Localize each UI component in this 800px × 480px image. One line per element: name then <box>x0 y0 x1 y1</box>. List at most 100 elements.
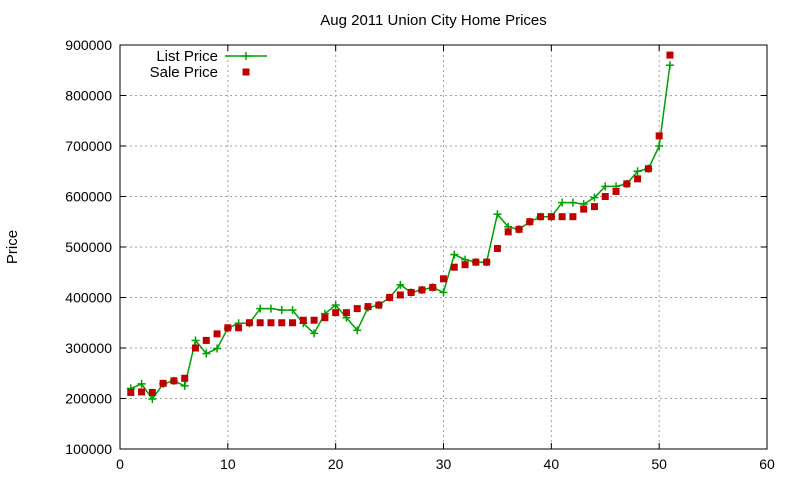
list-price-point <box>665 61 674 70</box>
legend-label: List Price <box>156 48 218 65</box>
y-tick-label: 300000 <box>65 340 112 356</box>
y-tick-label: 900000 <box>65 37 112 53</box>
y-tick-label: 600000 <box>65 189 112 205</box>
list-price-point <box>180 381 189 390</box>
sale-price-point <box>590 203 598 211</box>
sale-price-point <box>386 294 394 301</box>
x-tick-label: 10 <box>220 456 236 472</box>
sale-price-point <box>483 258 491 266</box>
x-tick-label: 30 <box>436 456 452 472</box>
sale-price-point <box>181 374 189 382</box>
sale-price-point <box>407 288 415 296</box>
sale-price-point <box>623 180 631 188</box>
sale-price-point <box>310 316 318 324</box>
sale-price-point <box>364 303 372 311</box>
sale-price-point <box>202 336 210 344</box>
list-price-point <box>202 349 211 358</box>
list-price-point <box>439 288 448 297</box>
sale-price-point <box>224 324 232 332</box>
x-tick-label: 0 <box>116 456 124 472</box>
sale-price-point <box>235 324 243 332</box>
sale-price-point <box>170 377 178 385</box>
sale-price-point <box>127 388 135 396</box>
sale-price-point <box>450 263 458 271</box>
data-series <box>126 51 674 404</box>
sale-price-point <box>601 193 609 200</box>
x-tick-label: 50 <box>651 456 667 472</box>
x-tick-label: 40 <box>544 456 560 472</box>
y-axis-label: Price <box>4 230 21 264</box>
sale-price-point <box>655 132 663 140</box>
sale-price-point <box>569 213 577 221</box>
sale-price-point <box>321 314 329 322</box>
sale-price-point <box>256 319 264 327</box>
series-sale-price <box>127 51 674 396</box>
list-price-point <box>633 167 642 176</box>
list-price-point <box>277 306 286 315</box>
chart-title: Aug 2011 Union City Home Prices <box>320 12 547 29</box>
sale-price-point <box>526 218 534 226</box>
list-price-point <box>601 182 610 191</box>
list-price-point <box>148 395 157 404</box>
list-price-point <box>266 304 275 313</box>
list-price-point <box>137 379 146 388</box>
sale-price-point <box>440 275 447 283</box>
list-price-point <box>590 193 599 202</box>
sale-price-point <box>558 213 566 221</box>
list-price-point <box>288 306 297 315</box>
sale-price-point <box>353 305 361 313</box>
list-price-point <box>493 210 502 219</box>
list-price-point <box>331 301 340 310</box>
sale-price-point <box>634 175 642 183</box>
y-tick-label: 400000 <box>65 290 112 306</box>
sale-price-point <box>267 319 275 327</box>
y-tick-label: 200000 <box>65 391 112 407</box>
legend-marker <box>242 68 250 76</box>
y-tick-label: 700000 <box>65 138 112 154</box>
list-price-point <box>450 250 459 259</box>
x-tick-label: 20 <box>328 456 344 472</box>
sale-price-point <box>148 388 156 396</box>
sale-price-point <box>644 165 652 173</box>
sale-price-point <box>472 258 480 266</box>
list-price-point <box>353 326 362 335</box>
sale-price-point <box>429 283 437 291</box>
sale-price-point <box>418 286 426 294</box>
y-tick-label: 500000 <box>65 239 112 255</box>
list-price-point <box>213 344 222 353</box>
sale-price-point <box>375 301 383 309</box>
x-tick-label: 60 <box>759 456 775 472</box>
sale-price-point <box>537 213 545 221</box>
sale-price-point <box>515 225 523 233</box>
legend-label: Sale Price <box>150 64 218 81</box>
sale-price-point <box>159 379 167 387</box>
grid-lines <box>120 45 767 449</box>
sale-price-point <box>396 291 404 299</box>
list-price-point <box>558 198 567 207</box>
sale-price-point <box>493 245 501 253</box>
list-price-point <box>655 142 664 150</box>
sale-price-point <box>191 344 199 352</box>
list-price-point <box>256 304 265 313</box>
sale-price-point <box>245 319 253 327</box>
sale-price-point <box>299 316 307 324</box>
sale-price-point <box>289 319 297 327</box>
sale-price-point <box>342 309 350 317</box>
sale-price-point <box>580 205 588 213</box>
legend-marker <box>242 52 250 60</box>
sale-price-point <box>461 261 469 269</box>
sale-price-point <box>612 187 620 195</box>
sale-price-point <box>332 309 340 317</box>
sale-price-point <box>547 213 555 221</box>
sale-price-point <box>504 228 512 236</box>
list-price-point <box>191 336 200 345</box>
list-price-point <box>310 329 319 338</box>
axis-ticks: 100000 200000 300000 400000 500000 600000 7000… <box>65 37 775 472</box>
sale-price-point <box>666 51 674 59</box>
list-price-point <box>568 198 577 207</box>
list-price-point <box>396 280 405 289</box>
